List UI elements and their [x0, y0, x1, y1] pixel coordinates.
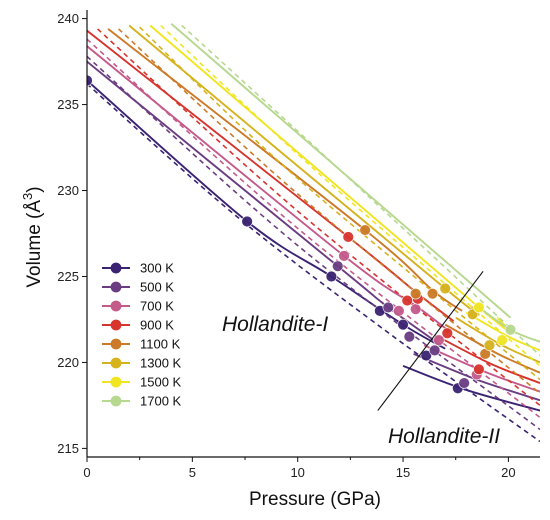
x-tick-label-20: 20: [501, 465, 515, 480]
data-point-1500k-0: [473, 301, 485, 314]
data-point-300k-0: [87, 74, 93, 87]
data-point-1700k-0: [504, 324, 517, 336]
series-1700k-hollandite-ii-dashed-fit: [181, 24, 540, 357]
plot-area: [87, 23, 540, 443]
legend-label-1500k: 1500 K: [140, 375, 182, 390]
x-tick-label-0: 0: [83, 465, 90, 480]
series-1500k-hollandite-i-fit: [149, 24, 511, 333]
y-tick-label-215: 215: [57, 441, 79, 456]
series-300k-hollandite-ii-fit: [402, 364, 540, 412]
legend-marker-700k: [110, 300, 122, 312]
phase-label-hollandite-ii: Hollandite-II: [388, 425, 500, 448]
data-point-500k-3: [428, 344, 441, 357]
data-point-1300k-0: [439, 282, 451, 295]
series-900k-hollandite-ii-fit: [434, 334, 540, 384]
legend-label-300k: 300 K: [140, 261, 174, 276]
data-point-900k-0: [342, 231, 354, 243]
data-point-300k-1: [241, 215, 253, 228]
legend-marker-1300k: [110, 357, 122, 369]
legend-label-700k: 700 K: [140, 299, 174, 314]
data-point-700k-1: [393, 305, 405, 317]
data-point-700k-0: [338, 250, 350, 262]
series-group: [87, 23, 540, 443]
x-tick-label-15: 15: [396, 465, 410, 480]
legend-label-1700k: 1700 K: [140, 394, 182, 409]
legend-marker-1100k: [110, 338, 122, 350]
legend-marker-500k: [110, 281, 122, 293]
data-point-300k-5: [420, 349, 432, 362]
y-tick-label-220: 220: [57, 355, 79, 370]
series-1300k-hollandite-ii-dashed-fit: [139, 26, 540, 381]
legend-label-900k: 900 K: [140, 318, 174, 333]
data-point-1300k-2: [483, 339, 496, 351]
axes: 0 5 10 15 20 215 220 225 230 235 240: [57, 10, 540, 480]
series-1100k-hollandite-ii-dashed-fit: [118, 28, 540, 395]
data-point-500k-2: [403, 330, 416, 343]
legend-marker-300k: [110, 262, 122, 274]
y-axis-title: Volume (Å3): [20, 186, 45, 287]
legend-marker-900k: [110, 319, 122, 331]
series-500k-hollandite-ii-dashed-fit: [87, 55, 540, 431]
legend: 300 K 500 K 700 K 900 K 1100 K 1300 K 1500 K 17…: [102, 261, 182, 409]
data-point-300k-2: [325, 270, 338, 283]
x-axis-title: Pressure (GPa): [249, 489, 381, 510]
x-tick-label-5: 5: [189, 465, 196, 480]
data-point-700k-3: [433, 334, 445, 346]
data-point-1100k-1: [409, 287, 422, 300]
svg-text:Volume (Å3): Volume (Å3): [20, 186, 45, 287]
y-axis-title-main: Volume (Å: [24, 200, 45, 288]
legend-marker-1500k: [110, 376, 122, 388]
data-point-900k-4: [473, 363, 485, 376]
phase-label-hollandite-i: Hollandite-I: [222, 313, 328, 336]
series-1700k-hollandite-i-fit: [170, 23, 512, 319]
y-tick-label-230: 230: [57, 183, 79, 198]
data-point-900k-3: [441, 327, 453, 339]
data-point-700k-2: [409, 303, 422, 315]
series-900k-hollandite-i-fit: [87, 29, 455, 322]
y-tick-label-240: 240: [57, 11, 79, 26]
legend-label-1300k: 1300 K: [140, 356, 182, 371]
data-point-500k-1: [382, 301, 394, 314]
data-point-1100k-2: [426, 287, 439, 300]
y-tick-label-235: 235: [57, 97, 79, 112]
series-700k-hollandite-ii-dashed-fit: [87, 38, 540, 419]
series-1300k-hollandite-i-fit: [128, 24, 480, 316]
data-point-1100k-0: [359, 224, 371, 236]
phase-boundary-line: [377, 270, 484, 411]
x-tick-label-10: 10: [290, 465, 304, 480]
legend-label-500k: 500 K: [140, 280, 174, 295]
legend-label-1100k: 1100 K: [140, 337, 181, 352]
series-1500k-hollandite-ii-dashed-fit: [160, 24, 540, 367]
series-1100k-hollandite-ii-fit: [444, 323, 540, 374]
y-axis-title-superscript: 3: [20, 193, 35, 200]
y-axis-title-end: ): [24, 186, 45, 192]
data-point-300k-4: [397, 318, 409, 331]
data-point-500k-0: [332, 260, 344, 272]
legend-marker-1700k: [110, 395, 122, 407]
data-point-1500k-1: [496, 334, 508, 346]
y-tick-label-225: 225: [57, 269, 79, 284]
data-point-500k-4: [458, 377, 470, 389]
